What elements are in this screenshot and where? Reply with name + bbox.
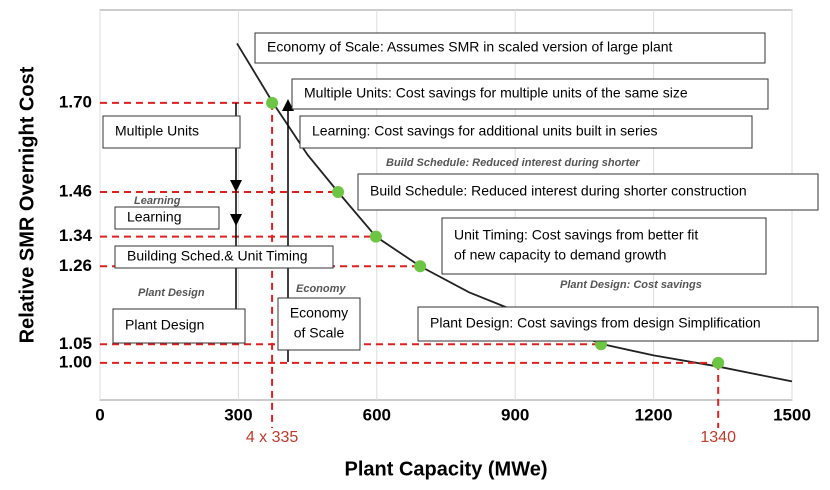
point — [266, 96, 279, 109]
annotation-box — [291, 78, 769, 110]
annotation-box — [112, 308, 246, 344]
annotation-text: Plant Design: Cost savings from design S… — [430, 315, 761, 331]
x-tick-label: 0 — [95, 405, 104, 424]
x-tick-label: 300 — [224, 405, 252, 424]
marker-label: 4 x 335 — [246, 429, 299, 446]
annotation-box — [441, 217, 767, 275]
y-tick-label: 1.00 — [59, 352, 92, 371]
point — [712, 356, 725, 369]
x-axis-title: Plant Capacity (MWe) — [345, 458, 548, 480]
x-tick-label: 600 — [363, 405, 391, 424]
curve — [236, 42, 793, 383]
annotation-text: Multiple Units — [115, 123, 199, 139]
faint-label: Learning — [134, 195, 181, 207]
annotation-box — [357, 173, 819, 211]
y-axis-title: Relative SMR Overnight Cost — [16, 66, 38, 343]
annotation-text: Learning — [127, 209, 182, 225]
annotation-box — [417, 306, 819, 342]
annotation-text: Unit Timing: Cost savings from better fi… — [454, 227, 698, 243]
point — [332, 186, 345, 198]
annotation-text: Economy — [290, 305, 348, 321]
x-tick-label: 1200 — [635, 405, 673, 424]
annotation-text: Learning: Cost savings for additional un… — [312, 123, 658, 139]
annotation-box — [114, 206, 220, 230]
point — [414, 260, 427, 273]
y-tick-label: 1.05 — [59, 334, 92, 353]
annotation-box — [254, 32, 766, 64]
faint-label: Plant Design: Cost savings — [560, 279, 702, 291]
marker-label: 1340 — [700, 429, 736, 446]
annotation-text: Building Sched.& Unit Timing — [127, 248, 308, 264]
annotation-box — [299, 115, 753, 149]
y-tick-label: 1.70 — [59, 92, 92, 111]
y-tick-label: 1.46 — [59, 181, 92, 200]
faint-label: Build Schedule: Reduced interest during … — [386, 157, 640, 169]
faint-label: Plant Design — [138, 287, 205, 299]
annotation-box — [102, 115, 241, 149]
y-tick-label: 1.26 — [59, 256, 92, 275]
y-tick-label: 1.34 — [59, 226, 93, 245]
annotation-box — [114, 245, 334, 269]
annotation-text: Economy of Scale: Assumes SMR in scaled … — [267, 39, 673, 55]
annotation-text: Build Schedule: Reduced interest during … — [370, 183, 747, 199]
x-tick-label: 900 — [501, 405, 529, 424]
faint-label: Economy — [296, 283, 346, 295]
annotation-text: Plant Design — [125, 317, 204, 333]
annotation-text: Multiple Units: Cost savings for multipl… — [304, 85, 688, 101]
annotation-text: of new capacity to demand growth — [454, 247, 666, 263]
annotation-box — [277, 297, 361, 351]
point — [369, 230, 382, 243]
x-tick-label: 1500 — [773, 405, 811, 424]
annotation-text: of Scale — [294, 325, 345, 341]
